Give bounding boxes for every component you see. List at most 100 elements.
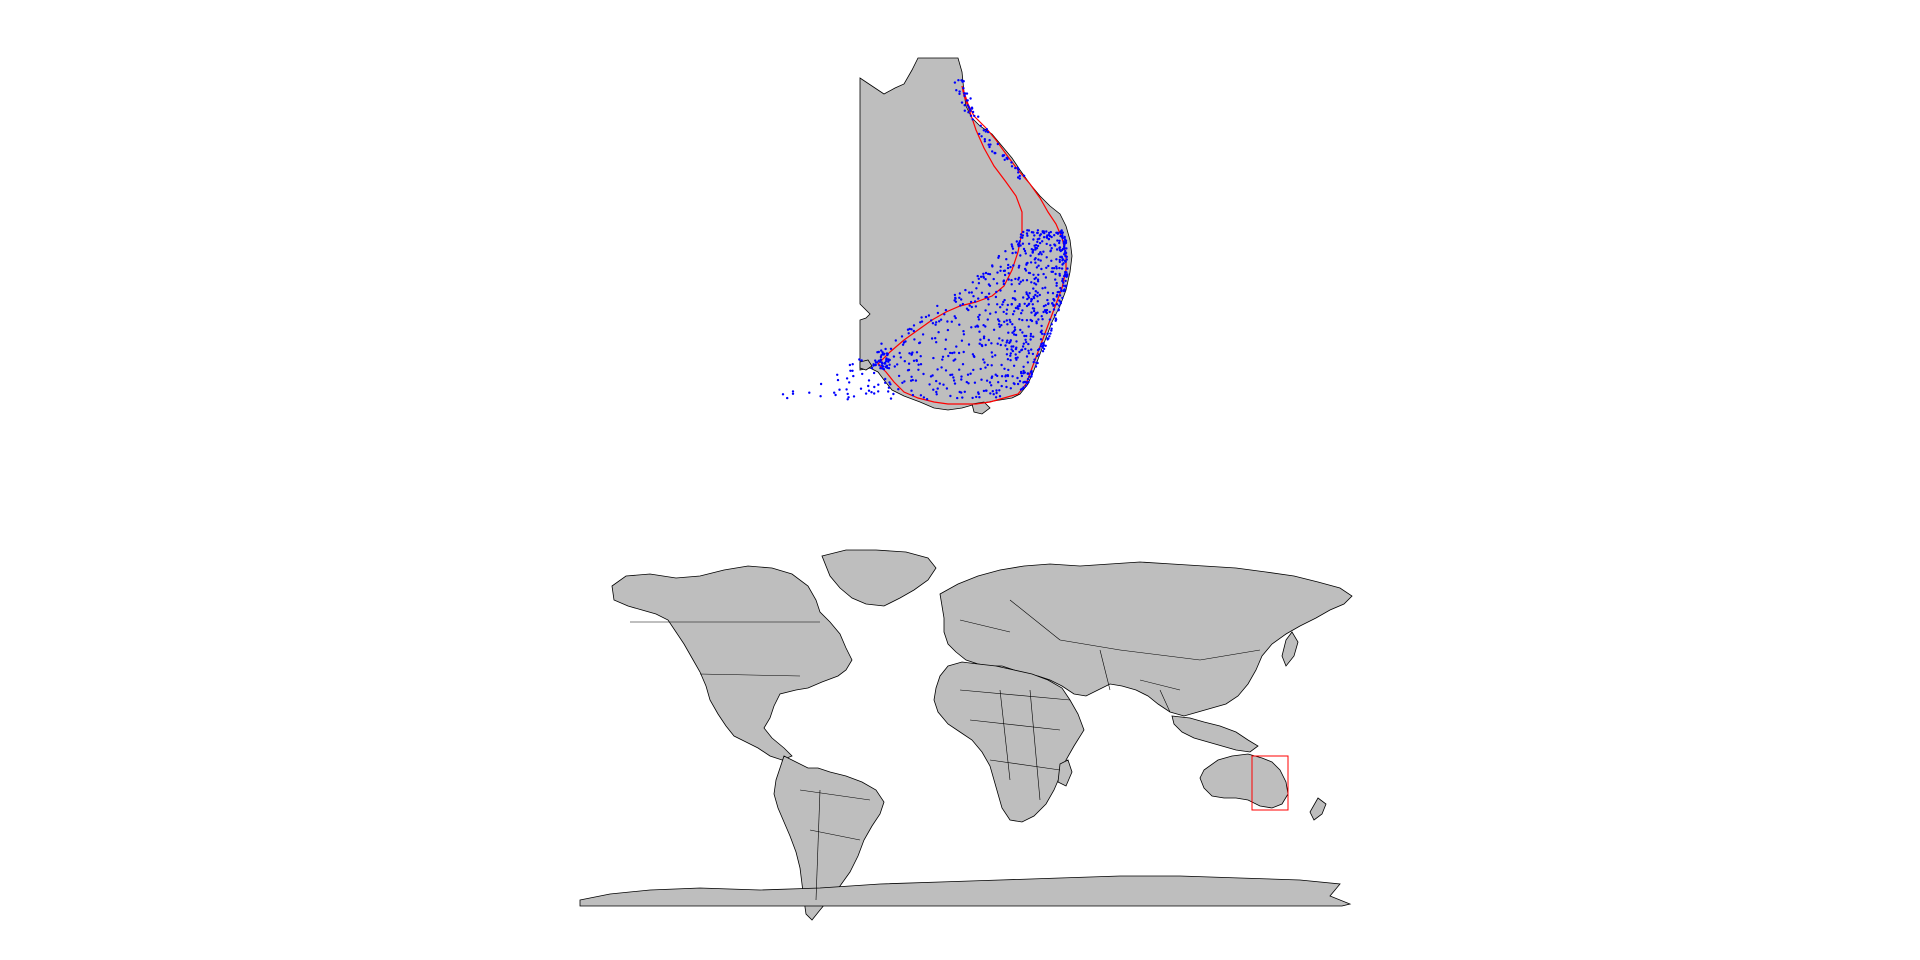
- occurrence-point: [1012, 364, 1016, 367]
- occurrence-point: [1039, 338, 1043, 341]
- occurrence-point: [1021, 279, 1025, 282]
- occurrence-point: [1007, 368, 1010, 372]
- occurrence-point: [1034, 248, 1037, 251]
- occurrence-point: [962, 330, 965, 333]
- occurrence-point: [961, 363, 965, 366]
- occurrence-point: [874, 359, 877, 362]
- occurrence-point: [998, 320, 1001, 323]
- occurrence-point: [1052, 308, 1056, 311]
- occurrence-point: [870, 366, 874, 370]
- occurrence-point: [1030, 372, 1034, 375]
- occurrence-point: [1056, 232, 1060, 235]
- occurrence-point: [1045, 230, 1048, 233]
- occurrence-point: [988, 381, 992, 384]
- occurrence-point: [951, 373, 954, 376]
- occurrence-point: [996, 342, 999, 345]
- occurrence-point: [1047, 337, 1050, 340]
- occurrence-point: [1004, 250, 1007, 253]
- occurrence-point: [987, 303, 990, 306]
- occurrence-point: [864, 392, 868, 395]
- occurrence-point: [838, 388, 841, 391]
- occurrence-point: [967, 111, 970, 114]
- occurrence-point: [893, 365, 896, 368]
- occurrence-point: [989, 143, 992, 146]
- occurrence-point: [946, 320, 949, 323]
- occurrence-point: [1058, 294, 1062, 297]
- occurrence-point: [953, 351, 956, 354]
- occurrence-point: [1048, 318, 1052, 321]
- occurrence-point: [888, 381, 891, 384]
- occurrence-point: [1004, 379, 1008, 383]
- occurrence-point: [1029, 338, 1032, 341]
- occurrence-point: [1012, 345, 1015, 348]
- occurrence-point: [889, 383, 892, 386]
- occurrence-point: [1041, 240, 1044, 243]
- occurrence-point: [987, 298, 990, 301]
- occurrence-point: [973, 355, 976, 359]
- occurrence-point: [877, 390, 880, 393]
- occurrence-point: [1010, 348, 1013, 351]
- occurrence-point: [1034, 276, 1038, 279]
- occurrence-point: [1036, 231, 1039, 235]
- occurrence-point: [1033, 234, 1036, 237]
- occurrence-point: [786, 396, 789, 400]
- occurrence-point: [984, 278, 987, 281]
- occurrence-point: [932, 356, 935, 360]
- occurrence-point: [880, 349, 883, 352]
- occurrence-point: [919, 355, 922, 358]
- occurrence-point: [1062, 284, 1066, 287]
- occurrence-point: [930, 319, 933, 322]
- occurrence-point: [961, 396, 964, 399]
- occurrence-point: [972, 368, 975, 372]
- occurrence-point: [1010, 302, 1013, 306]
- occurrence-point: [1064, 279, 1067, 283]
- south-america-landmass: [773, 755, 885, 921]
- occurrence-point: [931, 322, 935, 325]
- occurrence-point: [1058, 304, 1061, 307]
- occurrence-point: [1053, 234, 1056, 237]
- occurrence-point: [1011, 245, 1014, 248]
- occurrence-point: [988, 273, 992, 276]
- occurrence-point: [873, 392, 876, 395]
- occurrence-point: [867, 379, 871, 382]
- occurrence-point: [1016, 356, 1019, 359]
- occurrence-point: [884, 381, 887, 384]
- occurrence-point: [1022, 247, 1026, 251]
- occurrence-point: [1018, 174, 1021, 178]
- occurrence-point: [1041, 318, 1044, 321]
- occurrence-point: [1034, 290, 1038, 293]
- occurrence-point: [983, 138, 986, 141]
- occurrence-point: [848, 363, 852, 367]
- occurrence-point: [939, 318, 943, 321]
- occurrence-point: [1037, 253, 1041, 256]
- occurrence-point: [877, 383, 880, 386]
- occurrence-point: [1016, 305, 1019, 308]
- occurrence-point: [888, 358, 891, 362]
- occurrence-point: [1021, 242, 1025, 245]
- occurrence-point: [990, 384, 993, 387]
- occurrence-point: [1015, 358, 1018, 361]
- occurrence-point: [1050, 247, 1053, 250]
- occurrence-point: [908, 352, 911, 355]
- occurrence-point: [1002, 282, 1006, 286]
- occurrence-point: [986, 363, 989, 367]
- occurrence-point: [1061, 277, 1064, 281]
- occurrence-point: [944, 369, 948, 372]
- occurrence-point: [1002, 280, 1005, 283]
- occurrence-point: [1009, 387, 1012, 390]
- occurrence-point: [910, 353, 913, 356]
- greenland-landmass: [821, 549, 937, 607]
- occurrence-point: [1054, 278, 1057, 281]
- occurrence-point: [867, 389, 871, 392]
- occurrence-point: [1025, 263, 1028, 266]
- occurrence-point: [963, 104, 966, 107]
- occurrence-point: [899, 356, 902, 359]
- occurrence-point: [985, 389, 988, 392]
- occurrence-point: [1017, 242, 1021, 245]
- occurrence-point: [1042, 272, 1045, 276]
- occurrence-point: [1026, 234, 1029, 237]
- occurrence-point: [1053, 243, 1056, 246]
- occurrence-point: [1030, 348, 1033, 351]
- occurrence-point: [1016, 166, 1019, 170]
- occurrence-point: [1058, 274, 1062, 277]
